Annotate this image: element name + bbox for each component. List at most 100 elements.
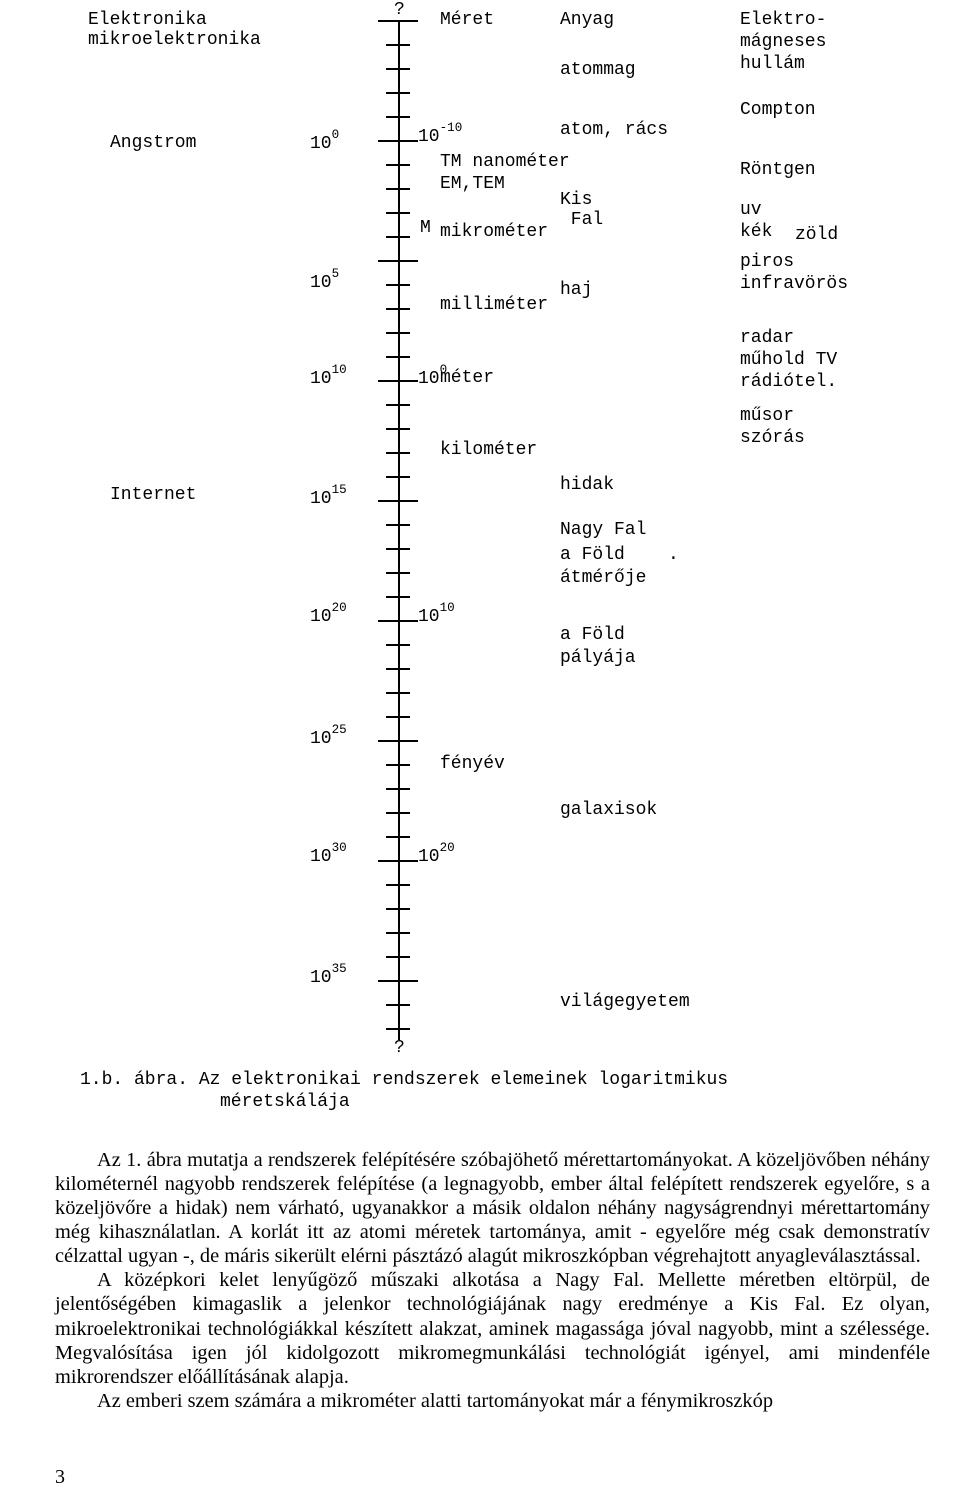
col4-item: hidak — [560, 475, 614, 495]
col4-item: galaxisok — [560, 800, 657, 820]
col4-item: világegyetem — [560, 992, 690, 1012]
left-scale-label: 1025 — [310, 726, 347, 749]
ruler-minor-tick — [386, 92, 410, 94]
ruler-minor-tick — [386, 836, 410, 838]
body-text: Az 1. ábra mutatja a rendszerek felépíté… — [55, 1148, 930, 1413]
col3-head: Méret — [440, 10, 494, 30]
col4-item: haj — [560, 280, 592, 300]
ruler-major-tick — [378, 20, 418, 22]
ruler-minor-tick — [386, 476, 410, 478]
figure-caption-2: méretskálája — [220, 1092, 350, 1112]
ruler-minor-tick — [386, 308, 410, 310]
col5-head-b: mágneses — [740, 32, 826, 52]
ruler-minor-tick — [386, 572, 410, 574]
col3-item: EM,TEM — [440, 174, 505, 194]
ruler-minor-tick — [386, 116, 410, 118]
scale-ruler — [398, 20, 400, 1040]
col5-item: zöld — [795, 225, 838, 245]
ruler-minor-tick — [386, 452, 410, 454]
col5-item: piros — [740, 252, 794, 272]
ruler-qmark-bottom: ? — [394, 1038, 405, 1058]
col5-head-a: Elektro- — [740, 10, 826, 30]
ruler-minor-tick — [386, 332, 410, 334]
col5-item: Röntgen — [740, 160, 816, 180]
ruler-minor-tick — [386, 188, 410, 190]
right-scale-label: 1010 — [418, 604, 455, 627]
col4-item: Fal — [560, 210, 603, 230]
left-scale-label: 1035 — [310, 965, 347, 988]
col5-item: műsor — [740, 406, 794, 426]
col5-item: infravörös — [740, 274, 848, 294]
ruler-minor-tick — [386, 524, 410, 526]
col5-head-c: hullám — [740, 54, 805, 74]
ruler-minor-tick — [386, 68, 410, 70]
ruler-major-tick — [378, 260, 418, 262]
col5-item: műhold TV — [740, 350, 837, 370]
left-scale-label: 1015 — [310, 486, 347, 509]
col4-head: Anyag — [560, 10, 614, 30]
ruler-minor-tick — [386, 404, 410, 406]
ruler-major-tick — [378, 500, 418, 502]
col3-item: fényév — [440, 754, 505, 774]
col1-item: Internet — [110, 485, 196, 505]
left-scale-label: 1030 — [310, 844, 347, 867]
ruler-minor-tick — [386, 428, 410, 430]
ruler-major-tick — [378, 380, 418, 382]
col3-item: mikrométer — [440, 222, 548, 242]
ruler-minor-tick — [386, 1028, 410, 1030]
ruler-minor-tick — [386, 44, 410, 46]
col4-item: Nagy Fal — [560, 520, 646, 540]
col2-head: ? — [394, 0, 405, 20]
ruler-major-tick — [378, 140, 418, 142]
body-p2: A középkori kelet lenyűgöző műszaki alko… — [55, 1268, 930, 1388]
ruler-minor-tick — [386, 716, 410, 718]
col1-item: Angstrom — [110, 133, 196, 153]
ruler-minor-tick — [386, 692, 410, 694]
col3-item: M — [420, 218, 431, 238]
ruler-minor-tick — [386, 932, 410, 934]
ruler-minor-tick — [386, 1004, 410, 1006]
col4-item: a Föld . — [560, 545, 679, 565]
ruler-minor-tick — [386, 212, 410, 214]
col4-item: átmérője — [560, 568, 646, 588]
ruler-major-tick — [378, 740, 418, 742]
ruler-minor-tick — [386, 884, 410, 886]
left-scale-label: 1010 — [310, 366, 347, 389]
col4-item: pályája — [560, 648, 636, 668]
col5-item: uv — [740, 200, 762, 220]
ruler-minor-tick — [386, 764, 410, 766]
page: Elektronika mikroelektronika ? Méret Any… — [0, 0, 960, 1499]
col5-item: rádiótel. — [740, 372, 837, 392]
ruler-minor-tick — [386, 236, 410, 238]
ruler-minor-tick — [386, 548, 410, 550]
col5-item: szórás — [740, 428, 805, 448]
col1-head-b: mikroelektronika — [88, 30, 261, 50]
left-scale-label: 105 — [310, 270, 339, 293]
right-scale-label: 1020 — [418, 844, 455, 867]
col5-item: radar — [740, 328, 794, 348]
col3-item: kilométer — [440, 440, 537, 460]
page-number: 3 — [55, 1466, 65, 1489]
ruler-minor-tick — [386, 644, 410, 646]
ruler-major-tick — [378, 620, 418, 622]
col4-item: Kis — [560, 190, 592, 210]
ruler-minor-tick — [386, 668, 410, 670]
ruler-minor-tick — [386, 596, 410, 598]
ruler-minor-tick — [386, 812, 410, 814]
col5-item: Compton — [740, 100, 816, 120]
ruler-major-tick — [378, 860, 418, 862]
right-scale-label: 10-10 — [418, 124, 462, 147]
ruler-minor-tick — [386, 356, 410, 358]
ruler-minor-tick — [386, 956, 410, 958]
col3-item: méter — [440, 368, 494, 388]
body-p1: Az 1. ábra mutatja a rendszerek felépíté… — [55, 1148, 930, 1268]
left-scale-label: 1020 — [310, 604, 347, 627]
col3-item: TM nanométer — [440, 152, 570, 172]
ruler-minor-tick — [386, 164, 410, 166]
col4-item: a Föld — [560, 625, 625, 645]
figure-caption-1: 1.b. ábra. Az elektronikai rendszerek el… — [80, 1070, 728, 1090]
left-scale-label: 100 — [310, 131, 339, 154]
col1-head-a: Elektronika — [88, 10, 207, 30]
body-p3: Az emberi szem számára a mikrométer alat… — [55, 1389, 930, 1413]
ruler-minor-tick — [386, 788, 410, 790]
